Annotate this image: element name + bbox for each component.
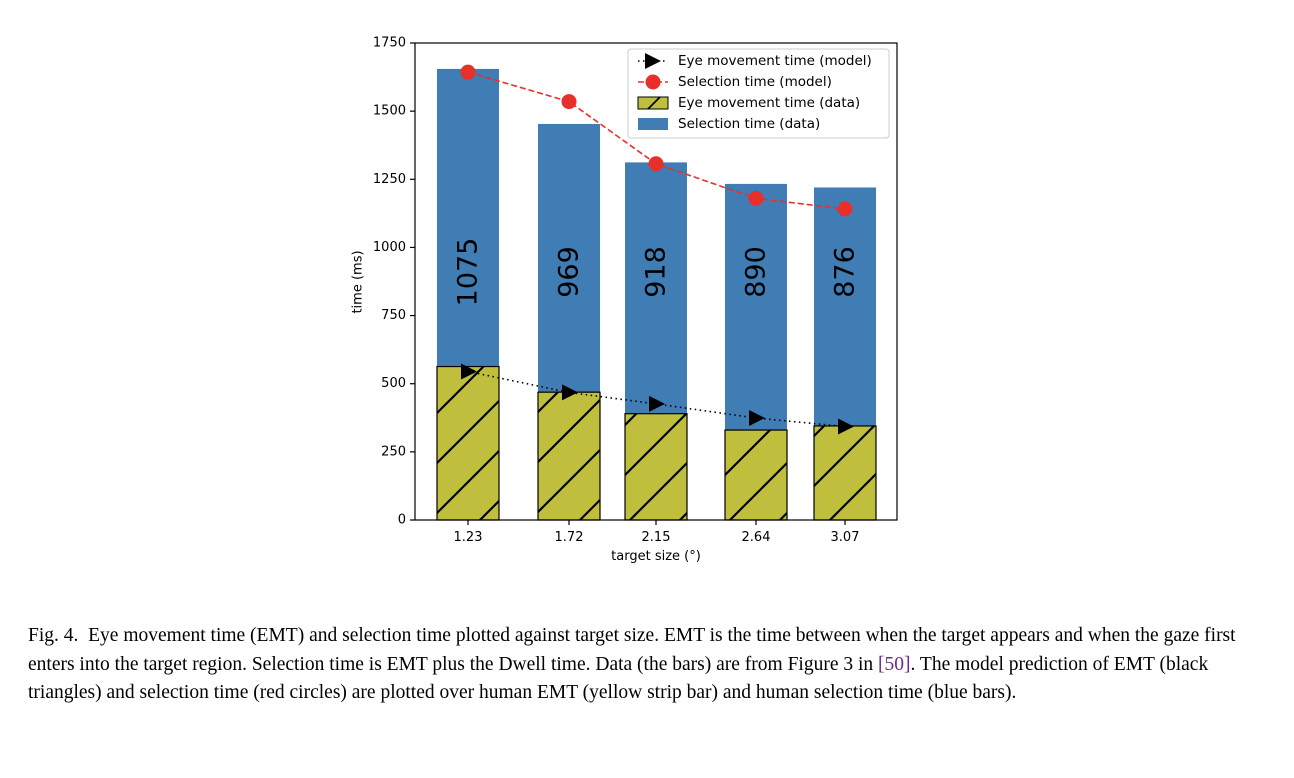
- selection-time-model-point-0: [460, 64, 476, 80]
- caption-citation-link[interactable]: [50]: [878, 653, 911, 675]
- bar-label-4: 876: [830, 246, 861, 298]
- y-tick-label-0: 0: [398, 513, 406, 528]
- y-tick-label-2: 500: [381, 376, 406, 391]
- x-tick-label-0: 1.23: [454, 530, 483, 545]
- selection-time-model-point-1: [561, 94, 577, 110]
- eye-movement-time-bar-1: [537, 391, 601, 521]
- eye-movement-time-model-point-2: [649, 395, 665, 412]
- legend-entry-0: Eye movement time (model): [638, 53, 872, 69]
- selection-time-model-point-2: [648, 156, 664, 172]
- y-axis: 0 250 500 750 1000 1250 1500 1750: [373, 36, 415, 528]
- eye-movement-time-model-point-3: [749, 410, 765, 427]
- legend-label-0: Eye movement time (model): [678, 53, 872, 69]
- eye-movement-time-model-point-0: [461, 363, 477, 380]
- legend-label-2: Eye movement time (data): [678, 95, 860, 111]
- x-tick-label-2: 2.15: [642, 530, 671, 545]
- legend-box: [627, 48, 890, 139]
- x-axis-label: target size (°): [611, 549, 701, 564]
- y-tick-label-3: 750: [381, 308, 406, 323]
- bar-label-3: 890: [741, 246, 772, 298]
- caption-text-1: Eye movement time (EMT) and selection ti…: [28, 625, 1236, 675]
- eye-movement-time-bar-3: [724, 429, 788, 521]
- eye-movement-time-bar-2: [624, 413, 688, 521]
- y-tick-label-1: 250: [381, 444, 406, 459]
- y-tick-label-6: 1500: [373, 104, 406, 119]
- bar-label-0: 1075: [453, 238, 484, 307]
- x-tick-label-3: 2.64: [742, 530, 771, 545]
- x-axis: 1.23 1.72 2.15 2.64 3.07: [454, 520, 860, 545]
- selection-time-model-point-4: [837, 201, 853, 217]
- eye-movement-time-model-point-4: [838, 418, 854, 435]
- bar-label-1: 969: [554, 246, 585, 298]
- selection-time-model-point-3: [748, 190, 764, 206]
- eye-movement-time-bar-0: [436, 365, 500, 521]
- y-tick-label-7: 1750: [373, 36, 406, 51]
- eye-movement-time-bar-4: [813, 425, 877, 521]
- legend-entry-3: Selection time (data): [638, 116, 820, 132]
- legend: Eye movement time (model) Selection time …: [627, 48, 890, 139]
- legend-entry-2: Eye movement time (data): [637, 95, 860, 111]
- model-lines: [460, 64, 854, 435]
- y-tick-label-4: 1000: [373, 240, 406, 255]
- x-tick-label-4: 3.07: [831, 530, 860, 545]
- caption-label: Fig. 4.: [28, 625, 79, 646]
- bar-value-labels: 1075 969 918 890 876: [453, 238, 861, 307]
- legend-label-3: Selection time (data): [678, 116, 820, 132]
- legend-label-1: Selection time (model): [678, 74, 832, 90]
- x-tick-label-1: 1.72: [555, 530, 584, 545]
- y-axis-label: time (ms): [351, 250, 366, 313]
- chart: 1075 969 918 890 876 0 250 500 750 1000 1250 1500 1…: [351, 36, 898, 564]
- y-tick-label-5: 1250: [373, 172, 406, 187]
- figure-caption: Fig. 4. Eye movement time (EMT) and sele…: [28, 622, 1268, 708]
- eye-movement-time-model-point-1: [562, 384, 578, 401]
- caption-text-2: . The model prediction of EMT (black tri…: [28, 653, 1209, 704]
- eye-movement-time-data-bars: [436, 365, 877, 521]
- bar-label-2: 918: [641, 246, 672, 298]
- legend-entry-1: Selection time (model): [638, 74, 832, 90]
